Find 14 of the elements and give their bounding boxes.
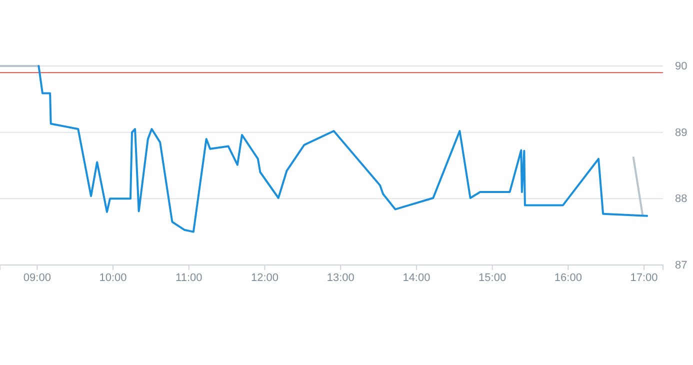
x-tick-label: 09:00 bbox=[23, 272, 51, 284]
line-series bbox=[38, 65, 648, 233]
x-tick-label: 17:00 bbox=[630, 272, 658, 284]
y-tick-label: 89 bbox=[675, 126, 688, 139]
x-tick-label: 16:00 bbox=[554, 272, 582, 284]
x-tick-label: 10:00 bbox=[99, 272, 127, 284]
x-tick-label: 11:00 bbox=[176, 272, 202, 284]
y-tick-label: 87 bbox=[675, 260, 688, 272]
x-tick-label: 15:00 bbox=[478, 272, 506, 284]
x-tick-label: 12:00 bbox=[250, 272, 279, 284]
y-tick-label: 90 bbox=[675, 60, 688, 73]
y-tick-label: 88 bbox=[675, 193, 688, 206]
x-tick-label: 13:00 bbox=[326, 272, 354, 284]
x-tick-label: 14:00 bbox=[402, 272, 430, 284]
